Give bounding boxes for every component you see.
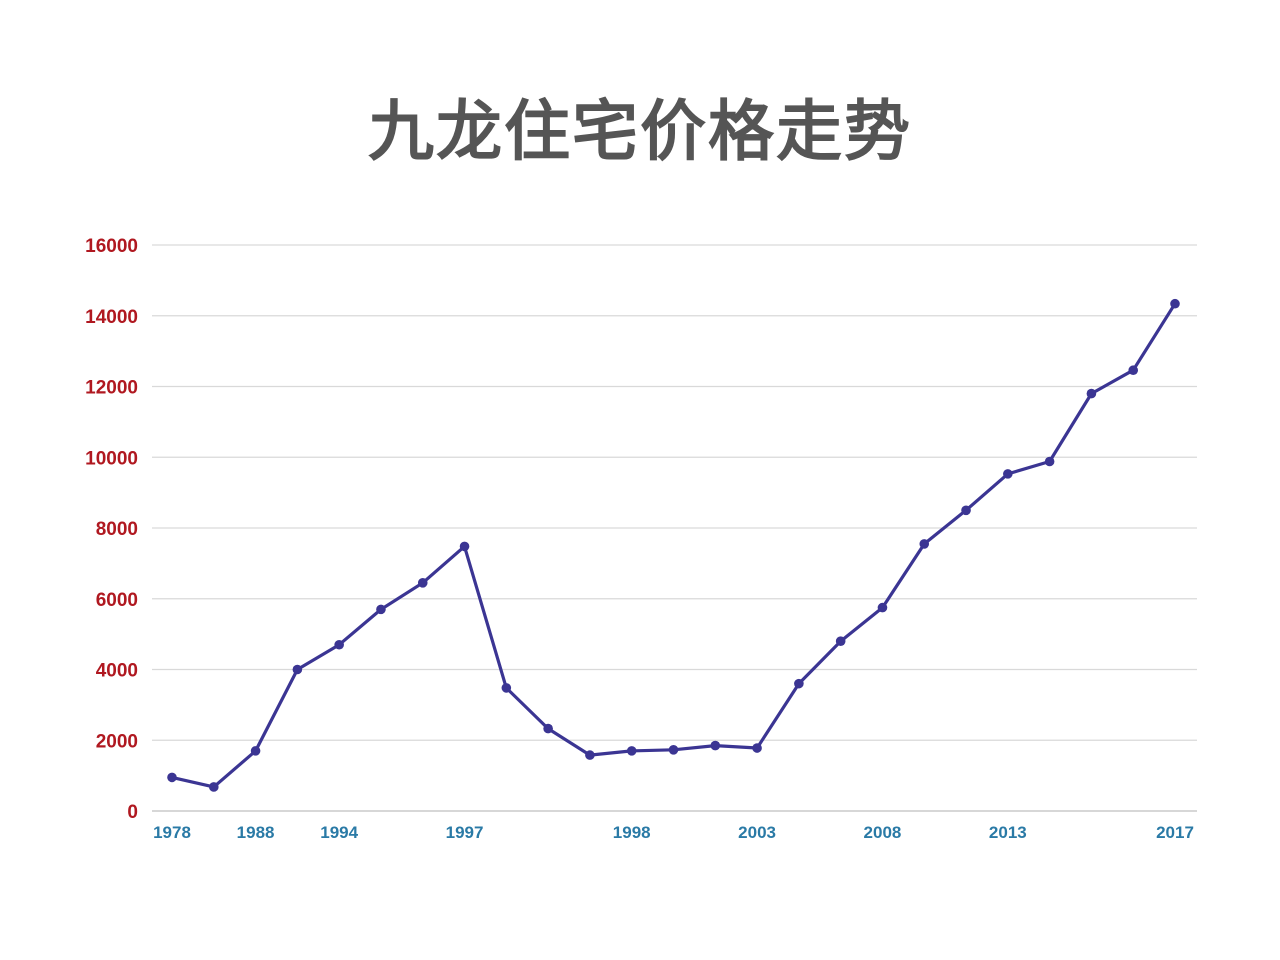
x-tick-label: 1998 [613, 823, 651, 842]
data-point [292, 664, 303, 675]
data-point [459, 541, 470, 552]
series-line [170, 302, 1177, 789]
y-tick-label: 2000 [96, 731, 138, 752]
data-point [417, 578, 428, 588]
y-tick-label: 12000 [85, 378, 138, 399]
data-point [208, 782, 219, 792]
y-tick-label: 16000 [85, 236, 138, 257]
data-point [835, 636, 846, 646]
data-point [794, 678, 804, 689]
y-tick-label: 6000 [96, 590, 138, 611]
x-tick-label: 2013 [989, 823, 1027, 842]
gridlines [152, 244, 1197, 812]
x-tick-label: 2017 [1156, 823, 1194, 842]
y-tick-label: 8000 [96, 519, 138, 540]
data-point [1003, 469, 1013, 479]
data-point [334, 639, 344, 650]
y-axis-ticks: 0 2000 4000 6000 8000 10000 12000 14000 16000 [85, 236, 138, 823]
y-tick-label: 14000 [85, 307, 138, 328]
x-tick-label: 2003 [738, 823, 776, 842]
data-point [1128, 365, 1139, 376]
data-point [626, 746, 637, 756]
data-point [710, 740, 721, 751]
x-tick-label: 1978 [153, 823, 191, 842]
data-point [877, 602, 888, 613]
data-point [585, 750, 595, 760]
data-point [961, 505, 971, 516]
y-tick-label: 0 [127, 802, 138, 823]
data-point [919, 539, 930, 549]
data-point [250, 746, 261, 756]
x-axis-ticks: 1978 1988 1994 1997 1998 2003 2008 2013 2017 [153, 823, 1194, 842]
y-tick-label: 10000 [85, 448, 138, 469]
x-tick-label: 1988 [237, 823, 275, 842]
chart-title: 九龙住宅价格走势 [368, 93, 912, 170]
y-tick-label: 4000 [96, 661, 138, 682]
data-point [752, 743, 762, 753]
series-group [167, 298, 1180, 792]
x-tick-label: 1994 [320, 823, 358, 842]
x-tick-label: 1997 [446, 823, 484, 842]
data-point [1170, 298, 1180, 309]
x-tick-label: 2008 [864, 823, 902, 842]
data-point [376, 604, 386, 615]
data-point [543, 723, 553, 734]
data-point [1044, 456, 1055, 467]
data-point [501, 683, 512, 693]
data-point [668, 745, 679, 755]
data-point [167, 772, 177, 783]
data-point [1086, 388, 1097, 399]
